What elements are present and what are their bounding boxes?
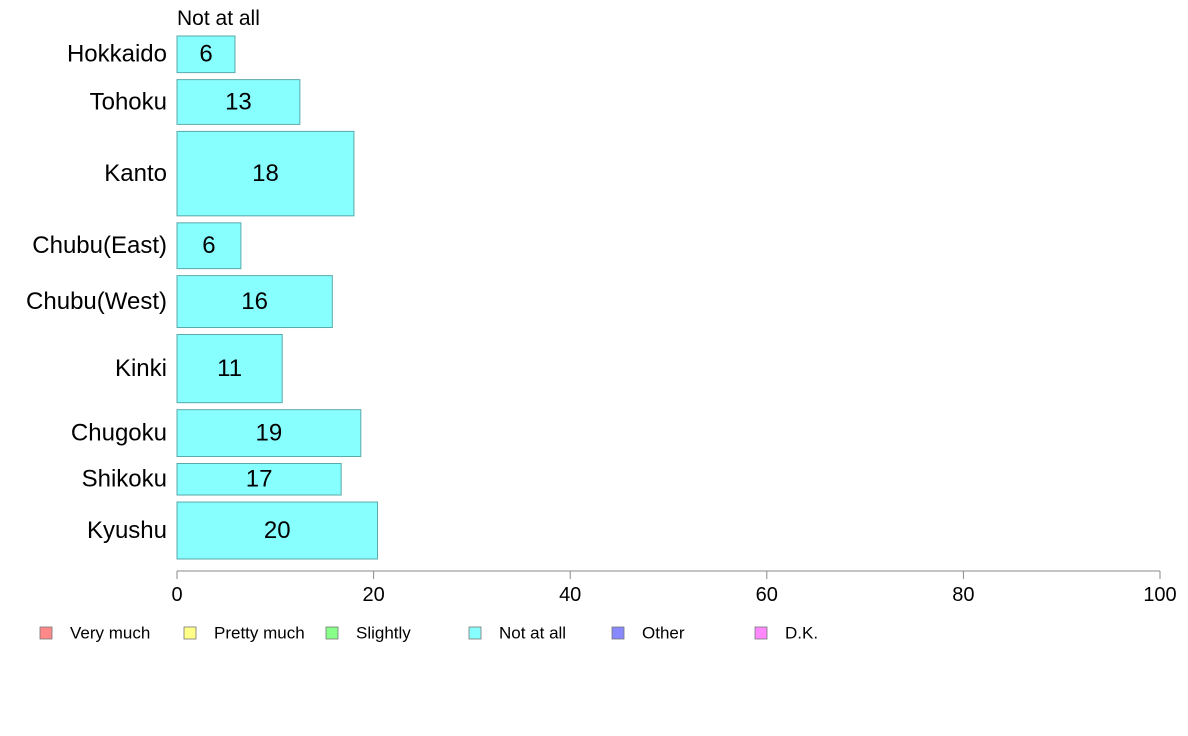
category-label: Shikoku <box>82 466 167 493</box>
value-label: 6 <box>199 41 212 68</box>
legend-swatch <box>183 626 197 640</box>
category-label: Tohoku <box>90 88 167 115</box>
bar-kinki <box>176 334 283 404</box>
legend: Very much Pretty much Slightly Not at all Ot… <box>39 623 818 642</box>
legend-swatch <box>754 626 768 640</box>
value-label: 16 <box>241 288 268 315</box>
legend-swatch <box>39 626 53 640</box>
bar-tohoku <box>176 79 301 125</box>
category-label: Kinki <box>115 355 167 382</box>
category-label: Chubu(West) <box>26 288 167 315</box>
legend-swatch <box>611 626 625 640</box>
bar-shikoku <box>176 462 342 496</box>
bar-kyushu <box>176 501 379 560</box>
value-label: 20 <box>264 517 291 544</box>
legend-label: Pretty much <box>214 623 305 642</box>
value-label: 6 <box>202 232 215 259</box>
x-axis: 0 20 40 60 80 100 <box>171 570 1177 606</box>
value-label: 18 <box>252 160 279 187</box>
legend-label: Other <box>642 623 685 642</box>
category-label: Chubu(East) <box>32 232 167 259</box>
x-tick-label: 60 <box>756 584 778 606</box>
x-tick-label: 0 <box>171 584 182 606</box>
value-label: 13 <box>225 88 252 115</box>
legend-swatch <box>468 626 482 640</box>
bar-chubu-west- <box>176 275 333 329</box>
legend-label: D.K. <box>785 623 818 642</box>
legend-label: Very much <box>70 623 150 642</box>
bar-chubu-east- <box>176 222 242 270</box>
x-tick-label: 100 <box>1143 584 1176 606</box>
bars-group: Hokkaido 6 Tohoku 13 Kanto 18 Chubu(East) 6 Chub… <box>26 35 379 560</box>
value-label: 17 <box>246 466 273 493</box>
value-label: 19 <box>256 419 283 446</box>
category-label: Hokkaido <box>67 41 167 68</box>
bar-kanto <box>176 130 355 217</box>
value-label: 11 <box>217 355 242 382</box>
category-label: Chugoku <box>71 419 167 446</box>
x-tick-label: 80 <box>952 584 974 606</box>
category-label: Kanto <box>104 160 167 187</box>
legend-label: Not at all <box>499 623 566 642</box>
category-label: Kyushu <box>87 517 167 544</box>
legend-swatch <box>325 626 339 640</box>
bar-hokkaido <box>176 35 236 74</box>
legend-label: Slightly <box>356 623 411 642</box>
bar-chugoku <box>176 409 362 457</box>
series-title: Not at all <box>177 7 260 30</box>
x-tick-label: 20 <box>362 584 384 606</box>
x-tick-label: 40 <box>559 584 581 606</box>
